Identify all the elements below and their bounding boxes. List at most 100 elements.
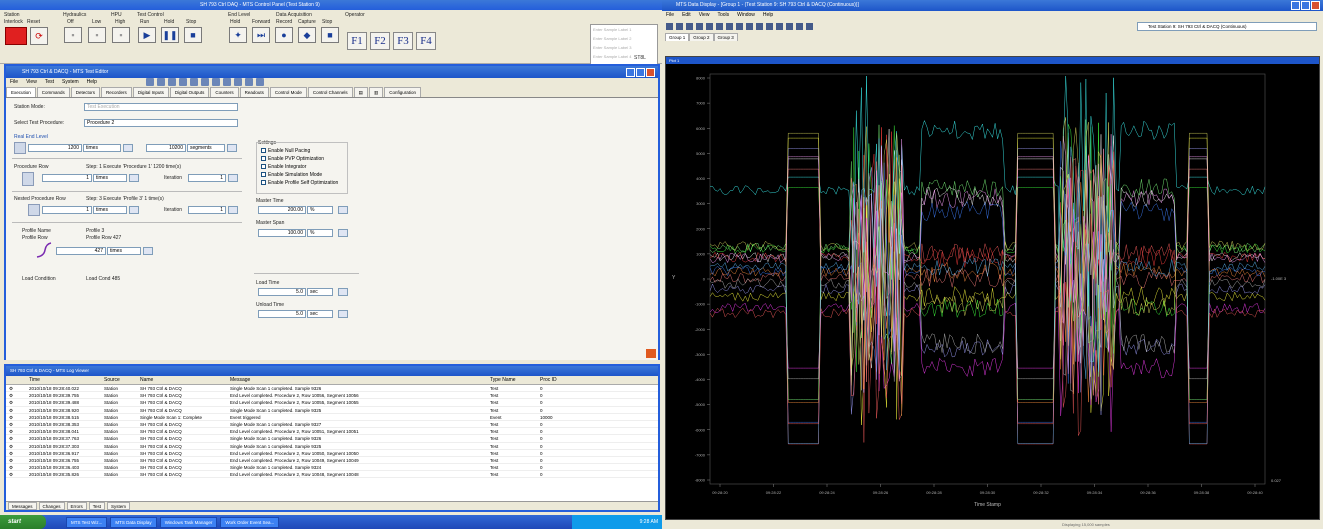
daq-hold-button[interactable]: ✦ (229, 27, 247, 43)
profile-row-field[interactable]: 427 (56, 247, 106, 255)
menu-test[interactable]: Test (44, 79, 54, 85)
dd-cursor-icon[interactable] (786, 23, 793, 30)
paste-icon[interactable] (212, 78, 220, 86)
interlock-button[interactable] (5, 27, 27, 45)
dd-paste-icon[interactable] (726, 23, 733, 30)
master-time-spinner[interactable] (338, 206, 348, 214)
dd-close-icon[interactable] (1311, 1, 1320, 10)
tab-group-3[interactable]: Group 3 (713, 33, 738, 41)
station-select[interactable]: Test Station 9: SH 793 Ctrl & DACQ (Cont… (1137, 22, 1317, 31)
menu-system[interactable]: System (61, 79, 79, 85)
segments-field[interactable]: 10200 (146, 144, 186, 152)
task-data-display[interactable]: MTS Data Display (110, 516, 157, 528)
procedure-select[interactable]: Procedure 2 (84, 119, 238, 127)
dd-legend-icon[interactable] (776, 23, 783, 30)
procedure-row-unit[interactable]: times (93, 174, 127, 182)
close-icon[interactable] (646, 68, 655, 77)
dd-menu-tools[interactable]: Tools (717, 12, 730, 18)
task-test-wizard[interactable]: MTS Test Wiz... (66, 516, 108, 528)
dd-save-icon[interactable] (686, 23, 693, 30)
nested-row-unit[interactable]: times (93, 206, 127, 214)
enable-profile-optimization-checkbox[interactable]: Enable Profile Self Optimization (261, 180, 338, 186)
nested-iteration-field[interactable]: 1 (188, 206, 226, 214)
reset-button[interactable]: ⟳ (30, 27, 48, 45)
segments-spinner[interactable] (227, 144, 237, 152)
save-icon[interactable] (168, 78, 176, 86)
daq-forward-button[interactable]: ⏭ (252, 27, 270, 43)
dd-stop-icon[interactable] (806, 23, 813, 30)
dd-plot-icon[interactable] (736, 23, 743, 30)
col-name[interactable]: Name (140, 377, 154, 383)
task-work-order[interactable]: Work Order Event Sea... (220, 516, 280, 528)
time-history-plot[interactable]: 8000 7000 6000 5000 4000 3000 2000 1000 0 -1000 -2… (666, 64, 1319, 519)
col-message[interactable]: Message (230, 377, 251, 383)
alert-icon[interactable] (646, 349, 656, 358)
nested-row-spinner[interactable] (129, 206, 139, 214)
unload-time-field[interactable]: 5.0 (258, 310, 306, 318)
end-level-spinner[interactable] (123, 144, 133, 152)
table-row[interactable]: ⚙ 2010/10/18 09:28:40.022 Station SH 793 Ct… (6, 385, 658, 393)
dd-menu-edit[interactable]: Edit (682, 12, 691, 18)
hold-button[interactable]: ❚❚ (161, 27, 179, 43)
log-tab-errors[interactable]: Errors (66, 502, 87, 510)
sample-label-list[interactable]: Enter Sample Label 1 Enter Sample Label … (590, 24, 658, 68)
iteration-spinner[interactable] (228, 174, 238, 182)
tab-group-2[interactable]: Group 2 (689, 33, 714, 41)
profile-row-unit[interactable]: times (107, 247, 141, 255)
procedure-row-field[interactable]: 1 (42, 174, 92, 182)
dd-play-icon[interactable] (796, 23, 803, 30)
menu-help[interactable]: Help (86, 79, 97, 85)
log-tab-test[interactable]: Test (88, 502, 106, 510)
table-row[interactable]: ⚙ 2010/10/18 09:28:38.353 Station SH 793 Ct… (6, 421, 658, 429)
master-span-field[interactable]: 100.00 (258, 229, 306, 237)
enable-integrator-checkbox[interactable]: Enable Integrator (261, 164, 306, 170)
col-icon[interactable] (6, 376, 26, 384)
log-tab-messages[interactable]: Messages (8, 502, 37, 510)
settings-icon[interactable] (245, 78, 253, 86)
col-source[interactable]: Source (104, 377, 120, 383)
help-icon[interactable] (256, 78, 264, 86)
tab-recorders[interactable]: Recorders (101, 87, 132, 97)
procedure-row-spinner[interactable] (129, 174, 139, 182)
task-manager[interactable]: Windows Task Manager (159, 516, 218, 528)
end-level-field[interactable]: 1200 (28, 144, 82, 152)
dd-minimize-icon[interactable] (1291, 1, 1300, 10)
profile-row-spinner[interactable] (143, 247, 153, 255)
dd-print-icon[interactable] (696, 23, 703, 30)
dd-menu-view[interactable]: View (698, 12, 710, 18)
run-button[interactable]: ▶ (138, 27, 156, 43)
dd-grid-icon[interactable] (766, 23, 773, 30)
table-row[interactable]: ⚙ 2010/10/18 09:28:37.303 Station SH 793 Ct… (6, 443, 658, 450)
table-row[interactable]: ⚙ 2010/10/18 09:28:37.763 Station SH 793 Ct… (6, 435, 658, 443)
f3-button[interactable]: F3 (393, 32, 413, 50)
new-icon[interactable] (146, 78, 154, 86)
hyd-high-button[interactable]: ▪ (112, 27, 130, 43)
f1-button[interactable]: F1 (347, 32, 367, 50)
table-row[interactable]: ⚙ 2010/10/18 09:28:39.755 Station SH 793 Ct… (6, 392, 658, 400)
tab-digital-outputs[interactable]: Digital Outputs (169, 87, 210, 97)
load-time-spinner[interactable] (338, 288, 348, 296)
sample-label-2[interactable]: Enter Sample Label 2 (593, 36, 632, 41)
table-row[interactable]: ⚙ 2010/10/18 09:28:38.920 Station SH 793 Ct… (6, 407, 658, 414)
dd-menu-file[interactable]: File (666, 12, 675, 18)
unload-time-spinner[interactable] (338, 310, 348, 318)
master-span-unit[interactable]: % (307, 229, 333, 237)
dd-pan-icon[interactable] (756, 23, 763, 30)
table-row[interactable]: ⚙ 2010/10/18 09:28:39.488 Station SH 793 Ct… (6, 399, 658, 407)
tab-extra-1[interactable]: ▤ (353, 87, 368, 97)
grid-icon[interactable] (223, 78, 231, 86)
tab-extra-2[interactable]: ▥ (368, 87, 384, 97)
maximize-icon[interactable] (636, 68, 645, 77)
master-span-spinner[interactable] (338, 229, 348, 237)
iteration-field[interactable]: 1 (188, 174, 226, 182)
col-time[interactable]: Time (29, 377, 40, 383)
sample-label-3[interactable]: Enter Sample Label 3 (593, 45, 632, 50)
sample-label-1[interactable]: Enter Sample Label 1 (593, 27, 632, 32)
sample-label-4[interactable]: Enter Sample Label 4 (593, 54, 632, 59)
enable-null-pacing-checkbox[interactable]: Enable Null Pacing (261, 148, 310, 154)
stop-button[interactable]: ■ (184, 27, 202, 43)
tab-control-channels[interactable]: Control Channels (307, 87, 353, 97)
master-time-unit[interactable]: % (307, 206, 333, 214)
tab-counters[interactable]: Counters (210, 87, 239, 97)
load-time-field[interactable]: 5.0 (258, 288, 306, 296)
